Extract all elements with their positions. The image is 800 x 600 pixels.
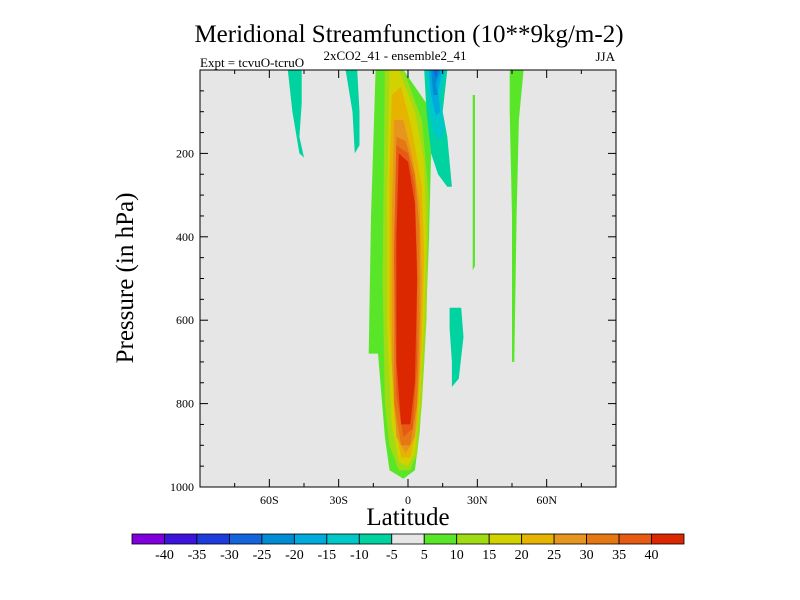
colorbar-label: 5 [421, 548, 428, 563]
run-label: 2xCO2_41 - ensemble2_41 [324, 48, 467, 63]
colorbar: -40 -35 -30 -25 -20 -15 -10 -5 5 10 15 20 25 30 35 40 [131, 533, 685, 563]
y-axis-label: Pressure (in hPa) [112, 193, 139, 364]
colorbar-swatch [131, 533, 165, 545]
colorbar-swatch [423, 533, 458, 545]
colorbar-swatch [229, 533, 263, 545]
colorbar-swatch [358, 533, 393, 545]
season-label: JJA [595, 49, 615, 64]
colorbar-swatch [618, 533, 652, 545]
colorbar-swatch [456, 533, 490, 545]
colorbar-swatch [326, 533, 360, 545]
y-tick-label: 600 [176, 313, 194, 327]
colorbar-label: -25 [253, 548, 272, 563]
y-tick-label: 1000 [170, 480, 194, 494]
colorbar-label: 30 [580, 548, 594, 563]
colorbar-label: 25 [547, 548, 561, 563]
chart-title: Meridional Streamfunction (10**9kg/m-2) [194, 21, 623, 48]
colorbar-label: 10 [450, 548, 464, 563]
colorbar-swatch [293, 533, 328, 545]
contour-region-9 [345, 70, 360, 154]
colorbar-label: -35 [188, 548, 207, 563]
contour-layer [287, 70, 524, 479]
contour-region-15 [449, 307, 464, 387]
x-axis-label: Latitude [366, 504, 449, 531]
y-tick-label: 400 [176, 230, 194, 244]
contour-region-16 [472, 95, 475, 271]
colorbar-swatch [553, 533, 587, 545]
colorbar-label: -40 [155, 548, 174, 563]
contour-region-7 [396, 153, 418, 425]
x-tick-label: 30S [329, 493, 348, 507]
contour-region-14 [433, 70, 438, 79]
contour-region-8 [287, 70, 304, 158]
colorbar-label: -20 [285, 548, 304, 563]
y-tick-label: 200 [176, 146, 194, 160]
colorbar-swatch [651, 533, 685, 545]
x-tick-label: 30N [467, 493, 488, 507]
colorbar-label: -30 [220, 548, 239, 563]
colorbar-label: 35 [612, 548, 626, 563]
colorbar-swatch [586, 533, 620, 545]
colorbar-label: -5 [386, 548, 398, 563]
y-tick-label: 800 [176, 397, 194, 411]
contour-region-17 [509, 70, 524, 362]
tick-layer: 60S 30S 0 30N 60N 200 400 600 800 1000 [170, 70, 616, 507]
colorbar-swatch [196, 533, 230, 545]
colorbar-swatch [521, 533, 555, 545]
colorbar-swatch [391, 533, 425, 545]
contour-region-13 [431, 70, 441, 95]
colorbar-label: -15 [317, 548, 336, 563]
x-tick-label: 0 [405, 493, 411, 507]
x-tick-label: 60N [536, 493, 557, 507]
experiment-label: Expt = tcvuO-tcruO [200, 55, 304, 70]
colorbar-swatch [164, 533, 198, 545]
x-tick-label: 60S [260, 493, 279, 507]
colorbar-label: 15 [482, 548, 496, 563]
colorbar-swatch [261, 533, 295, 545]
colorbar-swatch [488, 533, 523, 545]
colorbar-label: 20 [515, 548, 529, 563]
plot-area: 60S 30S 0 30N 60N 200 400 600 800 1000 [170, 69, 617, 507]
colorbar-label: -10 [350, 548, 369, 563]
colorbar-label: 40 [645, 548, 659, 563]
